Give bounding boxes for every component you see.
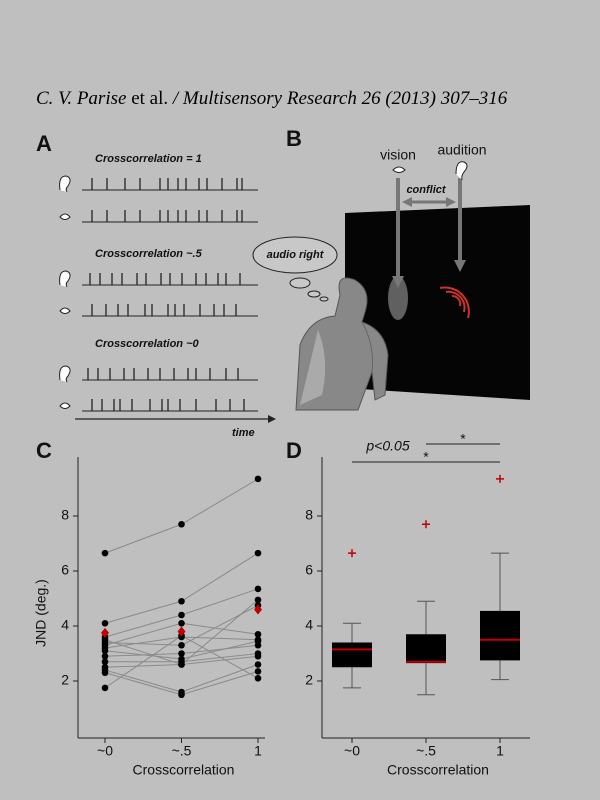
- subject-point: [101, 684, 109, 692]
- box: [406, 634, 446, 664]
- eye-icon: [59, 307, 71, 314]
- subject-point: [101, 658, 109, 666]
- subject-line: [104, 478, 259, 554]
- subject-point: [101, 647, 109, 655]
- x-axis-label: Crosscorrelation: [133, 762, 235, 778]
- panel-label: A: [36, 131, 52, 156]
- y-tick-label: 8: [305, 507, 313, 523]
- subject-point: [254, 549, 262, 557]
- significance-star: *: [460, 431, 466, 447]
- significance-star: *: [423, 449, 429, 465]
- subject-point: [178, 691, 185, 699]
- outlier: [422, 520, 430, 529]
- subject-point: [101, 652, 109, 660]
- vision-label: vision: [380, 147, 416, 163]
- subject-point: [101, 549, 109, 557]
- x-tick-label: 1: [254, 743, 262, 759]
- audition-arrowhead: [454, 260, 466, 272]
- subject-point: [254, 652, 262, 660]
- subject-point: [101, 669, 109, 677]
- outlier: [496, 474, 504, 483]
- subject-point: [178, 619, 185, 627]
- mean-marker: [177, 626, 186, 637]
- condition-label: Crosscorrelation ~0: [95, 338, 200, 350]
- eye-icon: [392, 166, 406, 173]
- mean-marker: [254, 604, 262, 615]
- bubble-text: audio right: [267, 249, 325, 261]
- y-tick-label: 4: [61, 617, 69, 633]
- y-tick-label: 6: [61, 562, 69, 578]
- subject-point: [254, 475, 262, 483]
- subject-point: [178, 520, 185, 528]
- subject-point: [254, 668, 262, 675]
- sound-waves: [439, 286, 470, 319]
- x-tick-label: ~0: [97, 743, 113, 759]
- time-label: time: [232, 427, 255, 439]
- subject-point: [178, 611, 185, 619]
- y-tick-label: 6: [305, 562, 313, 578]
- subject-point: [254, 641, 262, 649]
- y-axis-label: JND (deg.): [33, 579, 49, 647]
- x-tick-label: ~.5: [416, 743, 436, 759]
- authors: C. V. Parise: [36, 88, 127, 109]
- screen: [345, 205, 530, 400]
- outlier: [348, 549, 356, 558]
- eye-icon: [59, 213, 71, 220]
- subject-point: [178, 650, 185, 657]
- panel-label: C: [36, 438, 52, 463]
- time-arrow: [268, 415, 276, 423]
- subject-point: [254, 585, 262, 593]
- ear-icon: [59, 175, 71, 193]
- box: [480, 610, 520, 661]
- conflict-label: conflict: [406, 184, 446, 196]
- x-tick-label: ~0: [344, 743, 360, 759]
- bubble-dot: [307, 290, 321, 298]
- bubble-dot: [319, 296, 329, 302]
- y-tick-label: 2: [61, 672, 69, 688]
- x-axis-label: Crosscorrelation: [387, 762, 489, 778]
- mean-marker: [101, 627, 109, 638]
- subject-point: [254, 661, 262, 668]
- significance-label: p<0.05: [365, 438, 409, 454]
- subject-point: [178, 661, 185, 668]
- journal: / Multisensory Research 26 (2013) 307–31…: [172, 88, 508, 109]
- vision-arrowhead: [392, 276, 404, 288]
- box: [332, 642, 372, 668]
- condition-label: Crosscorrelation ~.5: [95, 248, 203, 260]
- audition-label: audition: [437, 142, 486, 158]
- subject-point: [178, 597, 185, 605]
- subject-point: [101, 619, 109, 627]
- light-blob: [388, 276, 408, 320]
- x-tick-label: 1: [496, 743, 504, 759]
- subject-point: [254, 596, 262, 604]
- et-al: et al.: [131, 88, 169, 109]
- thought-bubble: [252, 236, 338, 274]
- panel-label: B: [286, 126, 302, 151]
- ear-icon: [455, 161, 468, 181]
- condition-label: Crosscorrelation = 1: [95, 153, 202, 165]
- subject-point: [254, 630, 262, 638]
- eye-icon: [59, 402, 71, 409]
- citation: C. V. Parise et al. / Multisensory Resea…: [36, 88, 507, 110]
- subject-point: [254, 674, 262, 682]
- y-tick-label: 4: [305, 617, 313, 633]
- subject-point: [178, 641, 185, 649]
- y-tick-label: 2: [305, 672, 313, 688]
- panel-label: D: [286, 438, 302, 463]
- y-tick-label: 8: [61, 507, 69, 523]
- x-tick-label: ~.5: [172, 743, 192, 759]
- ear-icon: [59, 365, 71, 383]
- ear-icon: [59, 270, 71, 288]
- bubble-dot: [289, 277, 311, 289]
- person: [295, 277, 389, 411]
- conflict-arrowhead: [402, 197, 412, 207]
- conflict-arrowhead: [446, 197, 456, 207]
